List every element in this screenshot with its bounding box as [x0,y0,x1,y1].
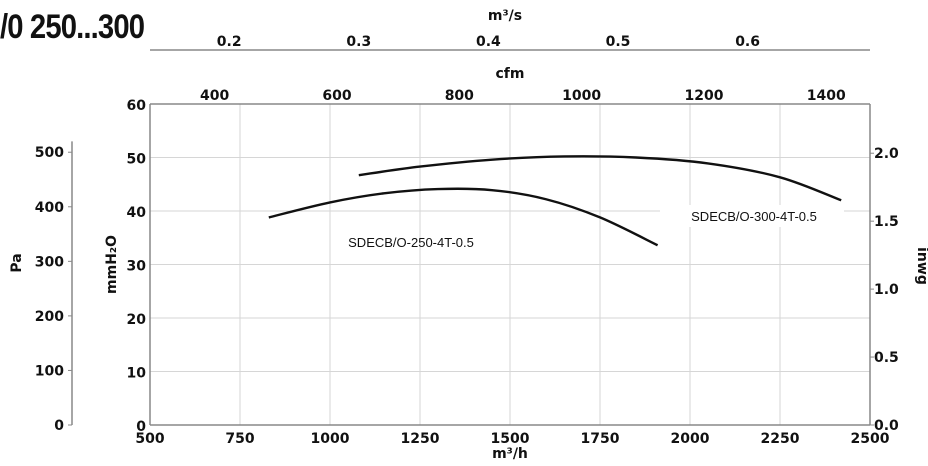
y-axis-title-inwg: inwg [914,247,928,285]
x-tick-label: 750 [225,431,254,447]
series-line-2 [358,155,842,202]
x-tick-label: 2500 [851,431,890,447]
y-axis-title-mmh2o: mmH₂O [104,235,120,294]
curve-label-1: SDECB/O-250-4T-0.5 [348,235,474,250]
x-tick-label-cfm: 1400 [807,88,846,104]
curve-label-2: SDECB/O-300-4T-0.5 [691,209,817,224]
y-tick-label-inwg: 1.5 [874,214,899,230]
y-tick-label-mmh2o: 0 [136,419,146,435]
x-tick-label: 2000 [671,431,710,447]
series-line-1 [268,187,659,247]
x-tick-label-cfm: 1000 [562,88,601,104]
x-tick-label-cfm: 800 [445,88,474,104]
y-tick-label-inwg: 1.0 [874,282,899,298]
y-tick-label-mmh2o: 20 [127,312,147,328]
y-tick-label-inwg: 2.0 [874,146,899,162]
y-tick-label-pa: 200 [35,309,64,325]
page-title: /0 250...300 [0,8,145,46]
x-tick-label: 1500 [491,431,530,447]
y-tick-label-inwg: 0.0 [874,418,899,434]
grid [150,104,870,425]
y-tick-label-pa: 100 [35,363,64,379]
x-tick-label: 1250 [401,431,440,447]
x-tick-label-m3s: 0.3 [346,34,371,50]
y-tick-label-pa: 300 [35,254,64,270]
y-tick-label-pa: 500 [35,145,64,161]
x-tick-label: 2250 [761,431,800,447]
x-tick-label-cfm: 600 [322,88,351,104]
y-tick-label-pa: 0 [54,418,64,434]
x-tick-label-m3s: 0.2 [217,34,242,50]
x-tick-label: 1750 [581,431,620,447]
x-tick-label-m3s: 0.4 [476,34,501,50]
y-tick-label-mmh2o: 10 [127,366,147,382]
y-axis-title-pa: Pa [9,253,25,272]
x-tick-label-cfm: 1200 [684,88,723,104]
curve-label-bg [660,205,844,227]
x-tick-label-m3s: 0.5 [606,34,631,50]
x-tick-label: 500 [135,431,164,447]
y-tick-label-inwg: 0.5 [874,350,899,366]
x-axis-title: m³/h [492,446,528,461]
y-tick-label-mmh2o: 60 [127,98,147,114]
x-axis-title-m3s: m³/s [488,8,522,24]
y-tick-label-mmh2o: 50 [127,152,147,168]
x-tick-label-cfm: 400 [200,88,229,104]
x-tick-label-m3s: 0.6 [735,34,760,50]
y-tick-label-pa: 400 [35,200,64,216]
y-tick-label-mmh2o: 40 [127,205,147,221]
x-axis-title-cfm: cfm [496,66,525,82]
y-tick-label-mmh2o: 30 [127,259,147,275]
x-tick-label: 1000 [311,431,350,447]
